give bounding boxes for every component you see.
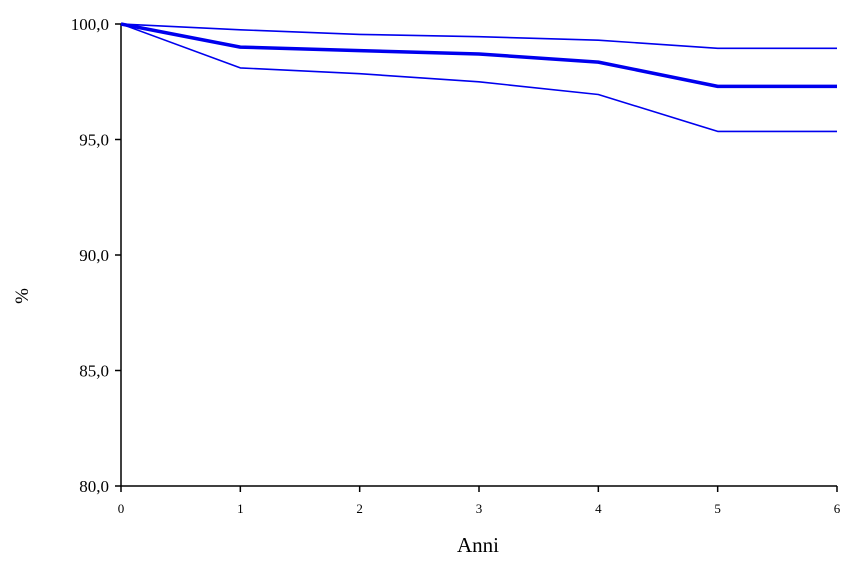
y-tick-label: 100,0 (71, 15, 109, 34)
x-tick-label: 0 (118, 501, 125, 516)
x-tick-label: 1 (237, 501, 244, 516)
x-tick-label: 4 (595, 501, 602, 516)
series-line-estimate (120, 22, 837, 89)
y-axis-label: % (12, 288, 33, 304)
series-layer (120, 22, 837, 133)
x-tick-label: 5 (714, 501, 721, 516)
y-tick-label: 95,0 (79, 131, 109, 150)
x-tick-label: 3 (476, 501, 483, 516)
axes: 80,0 85,0 90,0 95,0 100,0 0 1 2 3 4 5 6 (71, 15, 841, 516)
series-line-upper (120, 23, 837, 50)
y-tick-label: 80,0 (79, 477, 109, 496)
x-tick-label: 6 (834, 501, 841, 516)
y-tick-label: 90,0 (79, 246, 109, 265)
x-axis-label: Anni (457, 533, 499, 557)
y-tick-label: 85,0 (79, 362, 109, 381)
x-tick-label: 2 (356, 501, 363, 516)
series-line-lower (120, 23, 837, 133)
